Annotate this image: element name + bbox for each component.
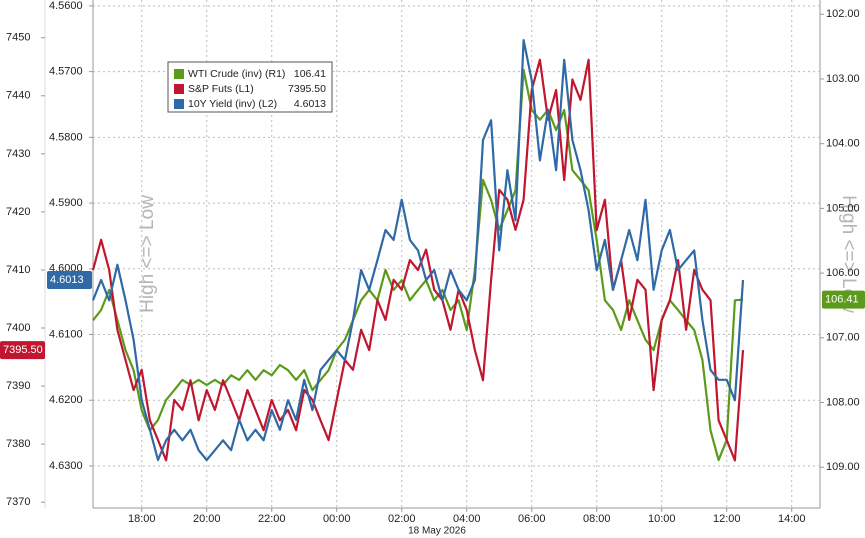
y-tick-label: 4.6300 (49, 460, 83, 472)
legend-label: 10Y Yield (inv) (L2) (188, 98, 277, 110)
legend-swatch (174, 69, 184, 79)
y-tick-label: 7430 (6, 148, 30, 160)
y-tick-label: 103.00 (826, 73, 860, 85)
legend-box (167, 61, 333, 113)
y-tick-label: 7370 (6, 496, 30, 508)
x-tick-label: 06:00 (518, 513, 546, 525)
series-line (91, 39, 745, 462)
x-tick-label: 00:00 (323, 513, 351, 525)
y-tick-label: 4.6200 (49, 394, 83, 406)
y-tick-label: 108.00 (826, 396, 860, 408)
legend-label: S&P Futs (L1) (188, 83, 254, 95)
x-tick-label: 04:00 (453, 513, 481, 525)
labels: 106.41 7395.50 4.6013 (0, 270, 865, 360)
last-value-label: 106.41 (825, 294, 859, 306)
x-axis-date: 18 May 2026 (408, 526, 466, 537)
series-line (92, 68, 744, 462)
legend-swatch (174, 84, 184, 94)
y-tick-label: 109.00 (826, 461, 860, 473)
x-tick-label: 14:00 (778, 513, 806, 525)
y-tick-label: 102.00 (826, 8, 860, 20)
y-tick-label: 4.5600 (49, 0, 83, 12)
left-axis-title: High <=> Low (137, 195, 158, 313)
last-value-label: 7395.50 (3, 344, 43, 356)
y-tick-label: 4.5900 (49, 197, 83, 209)
legend-label: WTI Crude (inv) (R1) (188, 68, 285, 80)
y-tick-label: 7390 (6, 380, 30, 392)
y-tick-label: 104.00 (826, 138, 860, 150)
x-tick-label: 18:00 (128, 513, 156, 525)
x-tick-label: 22:00 (258, 513, 286, 525)
y-tick-label: 7380 (6, 438, 30, 450)
y-tick-label: 4.5800 (49, 131, 83, 143)
x-tick-label: 10:00 (648, 513, 676, 525)
y-tick-label: 7410 (6, 264, 30, 276)
legend-value: 7395.50 (288, 83, 326, 95)
legend-value: 4.6013 (294, 98, 326, 110)
y-tick-label: 4.6100 (49, 328, 83, 340)
last-value-label: 4.6013 (50, 274, 84, 286)
legend-swatch (174, 99, 184, 109)
series-line (91, 58, 745, 462)
legend: WTI Crude (inv) (R1) 106.41 S&P Futs (L1) 7… (167, 61, 333, 113)
last-value-box (47, 270, 92, 289)
y-tick-label: 7440 (6, 90, 30, 102)
grid: 18:00 20:00 22:00 00:00 02:00 04:00 06:00 08:00… (6, 0, 860, 525)
x-tick-label: 02:00 (388, 513, 416, 525)
lines (91, 39, 745, 462)
y-tick-label: 107.00 (826, 332, 860, 344)
x-tick-label: 08:00 (583, 513, 611, 525)
legend-value: 106.41 (294, 68, 326, 80)
y-tick-label: 4.5700 (49, 66, 83, 78)
x-tick-label: 12:00 (713, 513, 741, 525)
last-value-box (0, 341, 45, 360)
y-tick-label: 106.00 (826, 267, 860, 279)
y-tick-label: 105.00 (826, 202, 860, 214)
right-axis-title: High <=> Low (838, 195, 859, 313)
x-tick-label: 20:00 (193, 513, 221, 525)
y-tick-label: 7450 (6, 32, 30, 44)
y-tick-label: 7400 (6, 322, 30, 334)
y-tick-label: 7420 (6, 206, 30, 218)
last-value-box (822, 290, 865, 309)
